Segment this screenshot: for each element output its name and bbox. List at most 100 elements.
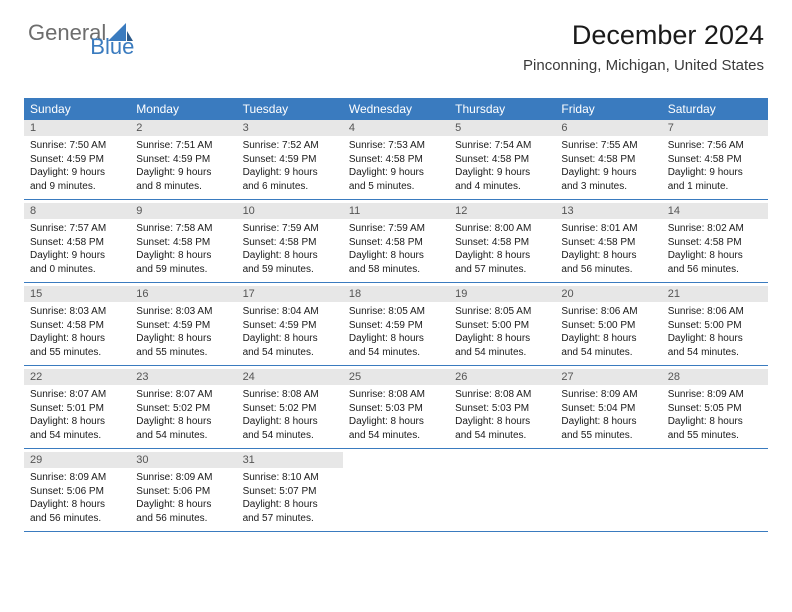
day-cell: 5Sunrise: 7:54 AMSunset: 4:58 PMDaylight… xyxy=(449,120,555,193)
sunset-text: Sunset: 4:59 PM xyxy=(136,319,230,333)
day-body: Sunrise: 8:02 AMSunset: 4:58 PMDaylight:… xyxy=(662,219,768,276)
daylight-text: Daylight: 8 hours and 55 minutes. xyxy=(668,415,762,442)
day-body: Sunrise: 8:10 AMSunset: 5:07 PMDaylight:… xyxy=(237,468,343,525)
day-cell: 31Sunrise: 8:10 AMSunset: 5:07 PMDayligh… xyxy=(237,452,343,525)
daylight-text: Daylight: 9 hours and 1 minute. xyxy=(668,166,762,193)
sunrise-text: Sunrise: 7:56 AM xyxy=(668,139,762,153)
day-cell: 9Sunrise: 7:58 AMSunset: 4:58 PMDaylight… xyxy=(130,203,236,276)
sunrise-text: Sunrise: 7:51 AM xyxy=(136,139,230,153)
sunset-text: Sunset: 4:58 PM xyxy=(561,153,655,167)
day-number: 2 xyxy=(130,120,236,136)
week-row: 22 Sunrise: 8:07 AM Sunset: 5:01 PM Dayligh… xyxy=(24,369,768,449)
sunset-text: Sunset: 4:58 PM xyxy=(349,153,443,167)
sunrise-text: Sunrise: 7:52 AM xyxy=(243,139,337,153)
daylight-text: Daylight: 9 hours and 0 minutes. xyxy=(30,249,124,276)
daylight-text: Daylight: 8 hours and 59 minutes. xyxy=(243,249,337,276)
daylight-text: Daylight: 8 hours and 56 minutes. xyxy=(136,498,230,525)
sunset-text: Sunset: 5:04 PM xyxy=(561,402,655,416)
sunrise-text: Sunrise: 8:08 AM xyxy=(455,388,549,402)
sunrise-text: Sunrise: 7:59 AM xyxy=(243,222,337,236)
daylight-text: Daylight: 8 hours and 54 minutes. xyxy=(455,415,549,442)
day-cell: 1Sunrise: 7:50 AMSunset: 4:59 PMDaylight… xyxy=(24,120,130,193)
day-number: 4 xyxy=(343,120,449,136)
day-cell: 30Sunrise: 8:09 AMSunset: 5:06 PMDayligh… xyxy=(130,452,236,525)
day-body: Sunrise: 8:01 AMSunset: 4:58 PMDaylight:… xyxy=(555,219,661,276)
day-number: 21 xyxy=(662,286,768,302)
sunrise-text: Sunrise: 7:54 AM xyxy=(455,139,549,153)
day-cell: 12Sunrise: 8:00 AMSunset: 4:58 PMDayligh… xyxy=(449,203,555,276)
daylight-text: Daylight: 8 hours and 54 minutes. xyxy=(349,332,443,359)
day-body: Sunrise: 8:09 AMSunset: 5:06 PMDaylight:… xyxy=(130,468,236,525)
sunset-text: Sunset: 5:00 PM xyxy=(561,319,655,333)
sunrise-text: Sunrise: 7:58 AM xyxy=(136,222,230,236)
sunset-text: Sunset: 5:01 PM xyxy=(30,402,124,416)
day-number: 29 xyxy=(24,452,130,468)
daylight-text: Daylight: 9 hours and 5 minutes. xyxy=(349,166,443,193)
daylight-text: Daylight: 8 hours and 54 minutes. xyxy=(136,415,230,442)
sunset-text: Sunset: 5:02 PM xyxy=(243,402,337,416)
sunrise-text: Sunrise: 8:07 AM xyxy=(136,388,230,402)
day-number: 23 xyxy=(130,369,236,385)
daylight-text: Daylight: 8 hours and 56 minutes. xyxy=(30,498,124,525)
sunrise-text: Sunrise: 8:10 AM xyxy=(243,471,337,485)
weeks-container: 1Sunrise: 7:50 AMSunset: 4:59 PMDaylight… xyxy=(24,120,768,532)
day-number: 19 xyxy=(449,286,555,302)
day-body: Sunrise: 8:05 AMSunset: 5:00 PMDaylight:… xyxy=(449,302,555,359)
day-body: Sunrise: 8:08 AMSunset: 5:03 PMDaylight:… xyxy=(343,385,449,442)
sunrise-text: Sunrise: 8:06 AM xyxy=(561,305,655,319)
day-body: Sunrise: 8:09 AMSunset: 5:05 PMDaylight:… xyxy=(662,385,768,442)
daylight-text: Daylight: 8 hours and 55 minutes. xyxy=(30,332,124,359)
daylight-text: Daylight: 8 hours and 55 minutes. xyxy=(561,415,655,442)
daylight-text: Daylight: 8 hours and 59 minutes. xyxy=(136,249,230,276)
day-number: 26 xyxy=(449,369,555,385)
day-cell: 21Sunrise: 8:06 AMSunset: 5:00 PMDayligh… xyxy=(662,286,768,359)
day-cell: 6Sunrise: 7:55 AMSunset: 4:58 PMDaylight… xyxy=(555,120,661,193)
sunset-text: Sunset: 4:58 PM xyxy=(455,153,549,167)
sunrise-text: Sunrise: 7:50 AM xyxy=(30,139,124,153)
day-body: Sunrise: 8:06 AMSunset: 5:00 PMDaylight:… xyxy=(662,302,768,359)
day-cell: .. xyxy=(449,452,555,525)
page-title: December 2024 xyxy=(523,20,764,51)
daylight-text: Daylight: 8 hours and 54 minutes. xyxy=(668,332,762,359)
day-number: 9 xyxy=(130,203,236,219)
day-cell: 8Sunrise: 7:57 AMSunset: 4:58 PMDaylight… xyxy=(24,203,130,276)
day-cell: 28Sunrise: 8:09 AMSunset: 5:05 PMDayligh… xyxy=(662,369,768,442)
weekday-header: Monday xyxy=(130,98,236,120)
day-body: Sunrise: 8:03 AMSunset: 4:59 PMDaylight:… xyxy=(130,302,236,359)
sunset-text: Sunset: 4:58 PM xyxy=(243,236,337,250)
day-body: Sunrise: 8:00 AMSunset: 4:58 PMDaylight:… xyxy=(449,219,555,276)
title-block: December 2024 Pinconning, Michigan, Unit… xyxy=(523,20,764,74)
daylight-text: Daylight: 8 hours and 54 minutes. xyxy=(349,415,443,442)
daylight-text: Daylight: 8 hours and 57 minutes. xyxy=(243,498,337,525)
sunrise-text: Sunrise: 7:59 AM xyxy=(349,222,443,236)
day-number: 15 xyxy=(24,286,130,302)
week-row: 15Sunrise: 8:03 AMSunset: 4:58 PMDayligh… xyxy=(24,286,768,366)
day-body: Sunrise: 7:53 AMSunset: 4:58 PMDaylight:… xyxy=(343,136,449,193)
sunset-text: Sunset: 5:00 PM xyxy=(668,319,762,333)
sunset-text: Sunset: 4:58 PM xyxy=(455,236,549,250)
daylight-text: Daylight: 9 hours and 3 minutes. xyxy=(561,166,655,193)
day-cell: 18Sunrise: 8:05 AMSunset: 4:59 PMDayligh… xyxy=(343,286,449,359)
weekday-header: Saturday xyxy=(662,98,768,120)
week-row: 29Sunrise: 8:09 AMSunset: 5:06 PMDayligh… xyxy=(24,452,768,532)
sunrise-text: Sunrise: 8:04 AM xyxy=(243,305,337,319)
day-number: 3 xyxy=(237,120,343,136)
sunset-text: Sunset: 4:58 PM xyxy=(668,153,762,167)
daylight-text: Daylight: 9 hours and 4 minutes. xyxy=(455,166,549,193)
day-cell: 19Sunrise: 8:05 AMSunset: 5:00 PMDayligh… xyxy=(449,286,555,359)
day-number: 7 xyxy=(662,120,768,136)
sunrise-text: Sunrise: 8:03 AM xyxy=(136,305,230,319)
sunset-text: Sunset: 4:58 PM xyxy=(349,236,443,250)
day-body: Sunrise: 7:59 AMSunset: 4:58 PMDaylight:… xyxy=(237,219,343,276)
calendar: Sunday Monday Tuesday Wednesday Thursday… xyxy=(24,98,768,535)
day-number: 14 xyxy=(662,203,768,219)
day-body: Sunrise: 8:09 AMSunset: 5:06 PMDaylight:… xyxy=(24,468,130,525)
sunrise-text: Sunrise: 7:57 AM xyxy=(30,222,124,236)
day-number: 12 xyxy=(449,203,555,219)
weekday-header: Friday xyxy=(555,98,661,120)
day-number: 24 xyxy=(237,369,343,385)
sunset-text: Sunset: 4:59 PM xyxy=(243,319,337,333)
day-cell: 2Sunrise: 7:51 AMSunset: 4:59 PMDaylight… xyxy=(130,120,236,193)
day-number: 22 xyxy=(24,369,130,385)
day-cell: .. xyxy=(662,452,768,525)
